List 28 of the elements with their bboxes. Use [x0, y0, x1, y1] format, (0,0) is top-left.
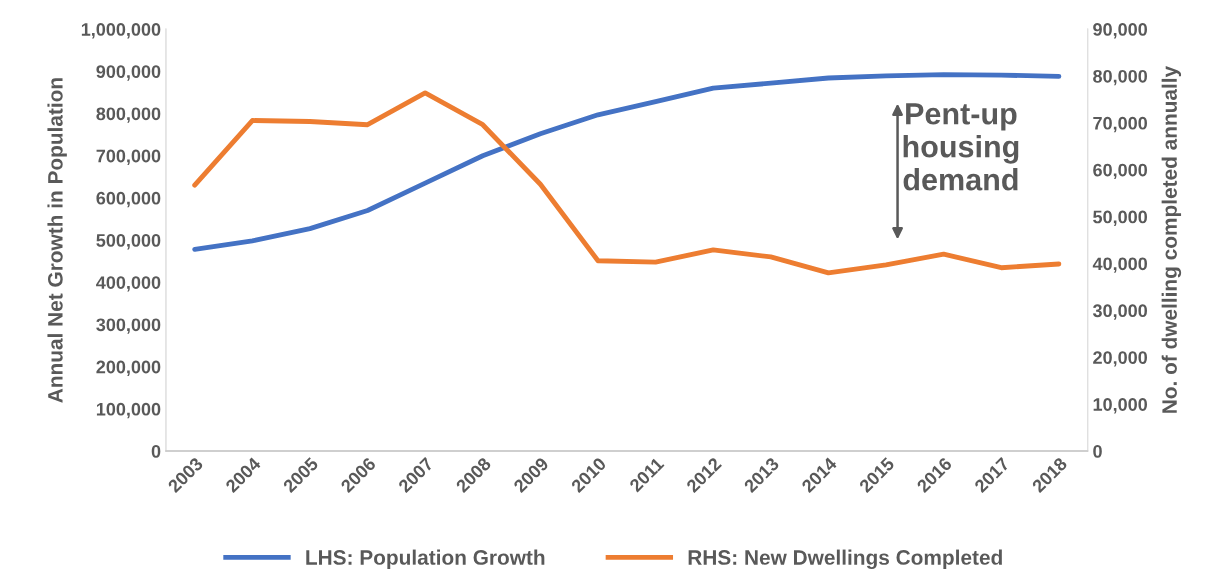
- y-tick-label: 700,000: [96, 149, 161, 166]
- y2-tick-label: 20,000: [1093, 351, 1148, 367]
- y-tick-label: 100,000: [96, 402, 161, 419]
- y-tick-label: 1,000,000: [81, 23, 161, 39]
- legend-label: LHS: Population Growth: [306, 549, 545, 569]
- line-series: [192, 90, 1062, 276]
- y-tick-label: 400,000: [96, 276, 161, 292]
- line-series: [192, 72, 1062, 252]
- y-tick-label: 500,000: [96, 234, 161, 250]
- y-tick-label: 0: [151, 444, 161, 458]
- y2-tick-label: 0: [1093, 444, 1102, 458]
- y2-tick-label: 90,000: [1093, 23, 1148, 39]
- legend-label: RHS: New Dwellings Completed: [688, 549, 1002, 570]
- annotation: Pent-up housing demand: [903, 103, 1019, 191]
- y2-tick-label: 10,000: [1093, 398, 1148, 414]
- y2-tick-label: 60,000: [1093, 163, 1148, 180]
- y2-tick-label: 40,000: [1092, 257, 1148, 273]
- y-tick-label: 800,000: [96, 107, 161, 123]
- y-tick-label: 200,000: [96, 360, 161, 376]
- y2-axis-title: No. of dwelling completed annually: [1161, 65, 1182, 413]
- y-tick-label: 600,000: [96, 191, 161, 208]
- y-axis-title: Annual Net Growth in Population: [47, 78, 67, 403]
- y2-tick-label: 30,000: [1092, 304, 1148, 320]
- y2-tick-label: 80,000: [1093, 69, 1148, 86]
- y-tick-label: 900,000: [96, 65, 161, 81]
- y2-tick-label: 50,000: [1093, 210, 1148, 226]
- y-tick-label: 300,000: [96, 318, 161, 334]
- y2-tick-label: 70,000: [1093, 116, 1148, 133]
